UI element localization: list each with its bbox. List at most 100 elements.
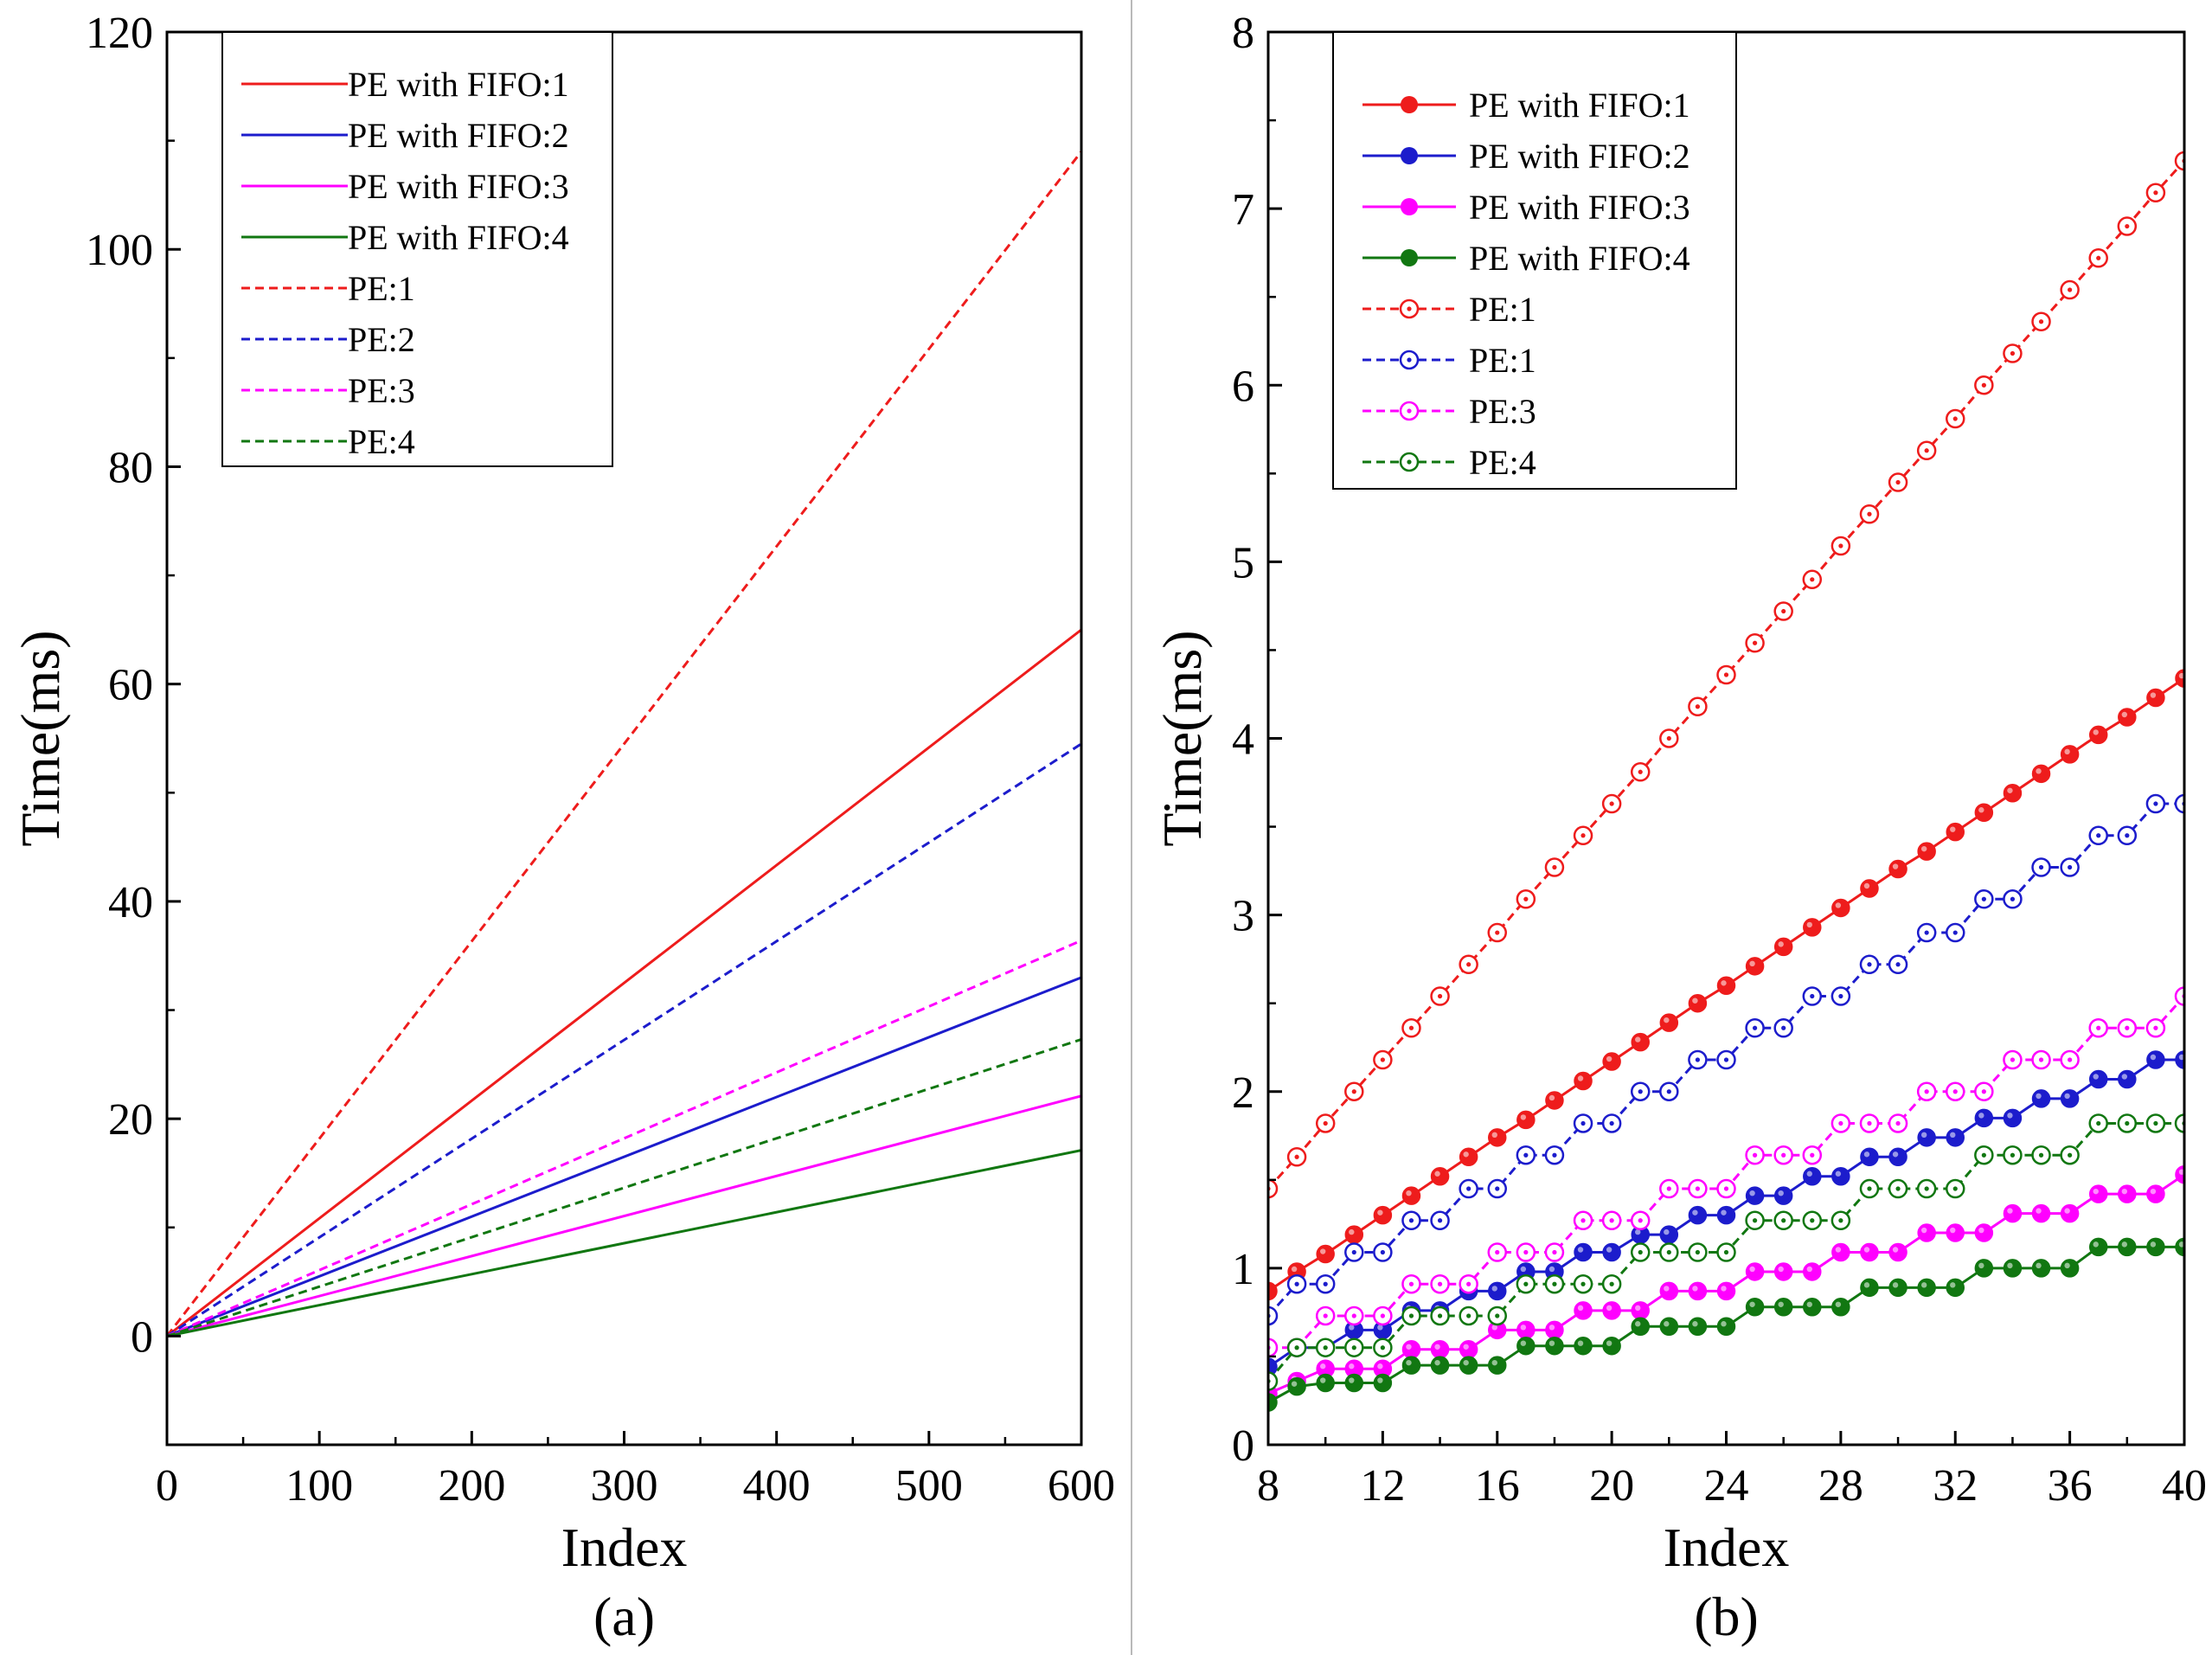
data-point-highlight <box>1377 1325 1383 1331</box>
data-point-dot <box>1580 1218 1586 1223</box>
data-point-dot <box>1695 704 1701 709</box>
data-point-highlight <box>1520 1340 1527 1346</box>
y-tick-label: 100 <box>86 226 153 275</box>
data-point <box>2118 1237 2137 1257</box>
data-point-dot <box>1781 1025 1786 1030</box>
data-point-highlight <box>1778 941 1784 947</box>
data-point-highlight <box>1806 1301 1812 1307</box>
data-point-highlight <box>1978 1227 1984 1234</box>
data-point <box>1545 1336 1564 1356</box>
data-point-highlight <box>1664 1017 1670 1023</box>
data-point-highlight <box>2007 1208 2013 1214</box>
x-tick-label: 36 <box>2048 1461 2093 1511</box>
data-point-dot <box>1523 1152 1529 1158</box>
data-point <box>1574 1242 1593 1262</box>
data-point <box>1917 842 1936 861</box>
plot-area <box>167 151 1081 1337</box>
data-point-highlight <box>1606 1055 1613 1062</box>
data-point-highlight <box>1835 902 1842 908</box>
data-point-highlight <box>1377 1209 1383 1216</box>
data-point-highlight <box>1349 1228 1355 1235</box>
data-point-dot <box>1609 1281 1614 1286</box>
data-point-dot <box>1609 1120 1614 1126</box>
data-point-highlight <box>1950 1132 1956 1139</box>
data-point-highlight <box>1463 1344 1469 1350</box>
data-point-highlight <box>1291 1381 1298 1387</box>
data-point-dot <box>2038 319 2044 324</box>
data-point <box>1430 1356 1450 1375</box>
legend-label: PE with FIFO:3 <box>1469 188 1690 227</box>
data-point-highlight <box>1406 1190 1412 1196</box>
data-point-dot <box>1580 833 1586 838</box>
legend-label: PE with FIFO:2 <box>348 116 569 155</box>
data-point-highlight <box>1635 1305 1641 1312</box>
data-point-dot <box>2010 350 2016 356</box>
data-point-highlight <box>2036 1208 2042 1214</box>
panel-caption: (b) <box>1694 1586 1759 1647</box>
data-point-highlight <box>1491 1286 1497 1292</box>
x-tick-label: 100 <box>285 1461 353 1511</box>
data-point-dot <box>1838 1120 1843 1126</box>
x-tick-label: 28 <box>1818 1461 1863 1511</box>
data-point-dot <box>1810 1152 1815 1158</box>
data-point-highlight <box>2150 1241 2157 1248</box>
data-point-highlight <box>2064 748 2070 755</box>
data-point-dot <box>1781 1152 1786 1158</box>
data-point <box>1401 1340 1421 1359</box>
data-point <box>1268 1178 1279 1199</box>
data-point <box>1287 1376 1306 1396</box>
data-point <box>1888 859 1907 879</box>
data-point-dot <box>1523 1249 1529 1255</box>
data-point-dot <box>2038 1152 2044 1158</box>
data-point <box>1745 957 1765 976</box>
legend-marker <box>1401 198 1418 215</box>
data-point <box>2088 1069 2108 1089</box>
data-point <box>1574 1336 1593 1356</box>
data-point <box>1488 1356 1507 1375</box>
data-point-highlight <box>1434 1359 1440 1366</box>
data-point-dot <box>1895 479 1901 485</box>
data-point-highlight <box>2150 692 2157 698</box>
data-point <box>1888 1242 1907 1262</box>
data-point-dot <box>2125 833 2130 838</box>
y-axis-label: Time(ms) <box>1151 630 1213 846</box>
data-point-dot <box>2068 864 2073 870</box>
data-point-dot <box>1924 1089 1929 1094</box>
data-point-dot <box>1838 993 1843 999</box>
legend-label: PE with FIFO:4 <box>1469 239 1690 278</box>
data-point <box>1716 1317 1736 1336</box>
data-point-dot <box>1895 1186 1901 1191</box>
data-point <box>1268 1357 1278 1376</box>
y-tick-label: 0 <box>131 1312 153 1362</box>
data-point-highlight <box>1664 1321 1670 1327</box>
data-point-highlight <box>1950 1282 1956 1288</box>
data-point-highlight <box>1377 1377 1383 1383</box>
data-point <box>2060 745 2080 764</box>
data-point <box>2060 1089 2080 1108</box>
data-point-dot <box>1638 1249 1643 1255</box>
data-point <box>1659 1013 1679 1032</box>
data-point-dot <box>1466 1313 1471 1318</box>
data-point-highlight <box>1863 882 1870 889</box>
data-point <box>1344 1225 1364 1244</box>
data-point-dot <box>2096 255 2101 260</box>
data-point-highlight <box>2064 1208 2070 1214</box>
legend-label: PE:1 <box>1469 290 1536 329</box>
data-point <box>1745 1298 1765 1317</box>
y-tick-label: 1 <box>1232 1245 1254 1294</box>
data-point <box>1716 976 1736 996</box>
data-point <box>2060 1259 2080 1278</box>
data-point <box>1268 1281 1278 1301</box>
data-point <box>2174 793 2184 814</box>
data-point-dot <box>1495 1313 1500 1318</box>
data-point-highlight <box>2178 1241 2184 1248</box>
series-line-1 <box>167 628 1081 1337</box>
data-point-dot <box>2068 287 2073 292</box>
data-point <box>1268 1337 1279 1357</box>
data-point-dot <box>2038 864 2044 870</box>
data-point <box>1459 1356 1478 1375</box>
x-tick-label: 0 <box>156 1461 178 1511</box>
data-point-dot <box>1723 1249 1729 1255</box>
data-point-highlight <box>2121 1188 2128 1195</box>
